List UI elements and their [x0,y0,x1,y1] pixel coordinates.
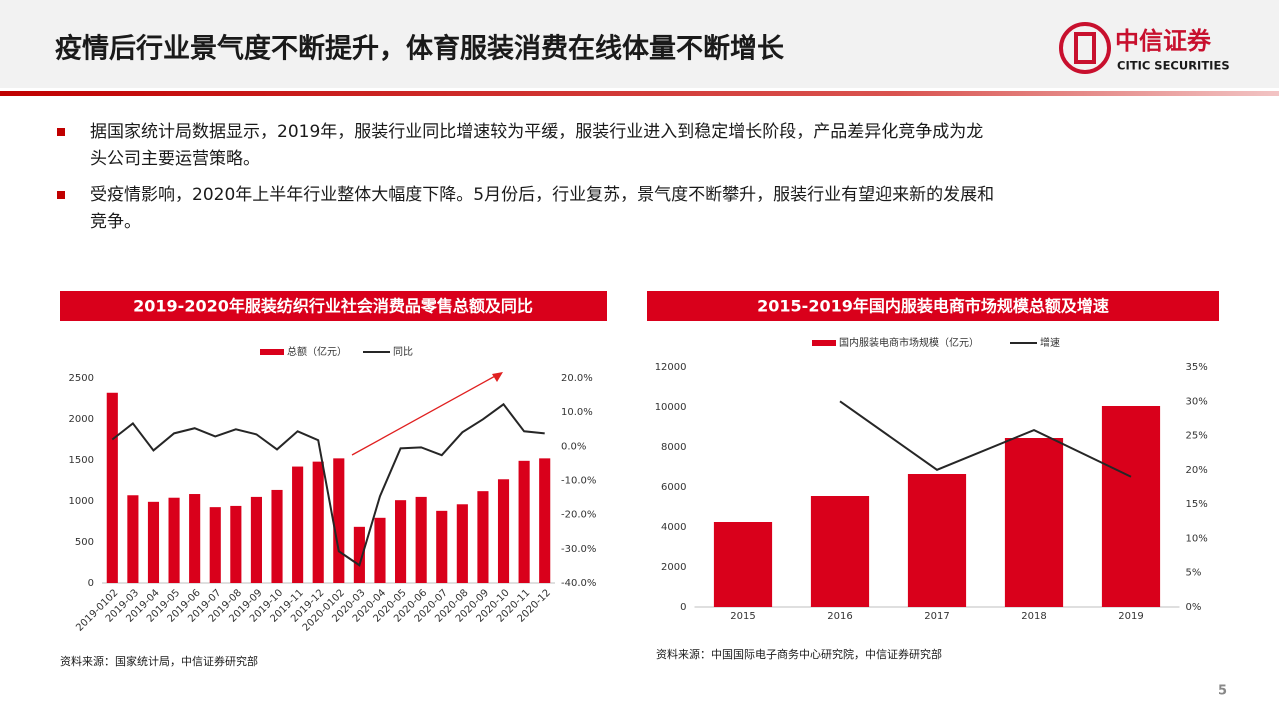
logo-mark [1074,32,1096,64]
logo-ring [1059,22,1111,74]
y-tick-label: 12000 [655,362,687,373]
x-tick-label: 2016 [827,611,852,622]
bar [127,495,139,583]
bar [395,500,407,583]
bar [713,522,773,607]
bar [1101,406,1161,607]
logo: 中信证券 CITIC SECURITIES [1059,22,1230,74]
y2-tick-label: 0.0% [561,441,586,452]
legend-swatch [812,340,836,346]
bullet-text: 头公司主要运营策略。 [90,149,260,169]
trend-arrow [351,374,498,456]
bar [374,517,386,583]
legend-label: 同比 [393,346,413,358]
header-rule [0,91,1279,96]
bar [353,526,365,583]
y-tick-label: 2000 [661,562,686,573]
bar [497,479,510,583]
y2-tick-label: -40.0% [561,578,596,589]
bar [518,460,530,583]
bar [168,497,180,583]
line-series [839,400,1132,478]
y-tick-label: 0 [680,602,686,613]
legend-label: 增速 [1040,336,1060,349]
y2-tick-label: 20% [1186,465,1208,476]
bar [415,496,427,583]
chart-title-band [647,291,1219,321]
legend-label: 国内服装电商市场规模（亿元） [839,336,979,349]
line-series [111,402,545,567]
y-tick-label: 2000 [69,414,94,425]
bar [271,489,283,583]
bullet-text: 竞争。 [90,212,141,232]
x-tick-label: 2017 [924,611,949,622]
y2-tick-label: 35% [1186,362,1208,373]
bar [230,505,242,583]
source-note: 资料来源：中国国际电子商务中心研究院，中信证券研究部 [656,647,942,661]
bar [312,461,324,583]
legend-swatch [260,349,284,355]
logo-cn: 中信证券 [1115,27,1212,55]
y2-tick-label: 0% [1186,602,1202,613]
bar [456,504,468,583]
bar [436,510,448,583]
y-tick-label: 500 [75,537,94,548]
y-tick-label: 2500 [69,373,94,384]
logo-en: CITIC SECURITIES [1117,59,1230,73]
source-note: 资料来源：国家统计局，中信证券研究部 [60,654,258,668]
page-number: 5 [1218,684,1227,699]
trend-arrowhead [492,372,503,382]
y-tick-label: 1500 [69,455,94,466]
x-tick-label: 2018 [1021,611,1046,622]
page-title: 疫情后行业景气度不断提升，体育服装消费在线体量不断增长 [55,33,785,65]
bar [250,496,262,583]
y2-tick-label: 10% [1186,533,1208,544]
y-tick-label: 1000 [69,496,94,507]
y2-tick-label: 10.0% [561,407,593,418]
bullet-mark [57,128,65,136]
chart-title-band [60,291,607,321]
y2-tick-label: 20.0% [561,373,593,384]
y2-tick-label: 30% [1186,396,1208,407]
bar [539,458,551,583]
y2-tick-label: 15% [1186,499,1208,510]
x-tick-label: 2015 [730,611,755,622]
y-tick-label: 10000 [655,402,687,413]
y-tick-label: 4000 [661,522,686,533]
legend-label: 总额（亿元） [287,345,347,358]
bar [907,474,967,607]
y2-tick-label: 5% [1186,568,1202,579]
y2-tick-label: 25% [1186,431,1208,442]
bullet-mark [57,191,65,199]
y-tick-label: 8000 [661,442,686,453]
y-tick-label: 6000 [661,482,686,493]
bar [333,458,345,583]
bar [147,501,160,583]
y2-tick-label: -20.0% [561,510,596,521]
y2-tick-label: -10.0% [561,476,596,487]
bullet-text: 受疫情影响，2020年上半年行业整体大幅度下降。5月份后，行业复苏，景气度不断攀… [90,185,994,205]
bullet-text: 据国家统计局数据显示，2019年，服装行业同比增速较为平缓，服装行业进入到稳定增… [90,122,983,142]
bar [209,507,221,583]
x-tick-label: 2019 [1118,611,1143,622]
bar [106,392,118,583]
bar [189,494,201,583]
bar [292,466,304,583]
header-band [0,0,1279,88]
chart-title: 2019-2020年服装纺织行业社会消费品零售总额及同比 [133,297,533,316]
bar [477,491,489,583]
y-tick-label: 0 [88,578,94,589]
y2-tick-label: -30.0% [561,544,596,555]
bar [1004,438,1064,607]
chart-title: 2015-2019年国内服装电商市场规模总额及增速 [757,297,1109,316]
bar [810,496,870,607]
